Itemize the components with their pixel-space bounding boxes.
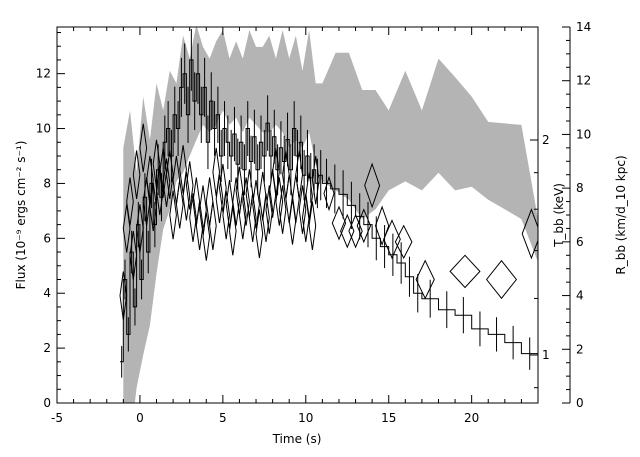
radius-diamond: [485, 259, 518, 300]
radius-diamond: [155, 166, 164, 216]
radius-diamond: [262, 193, 270, 242]
y-right-temp-tick-label: 1: [542, 348, 550, 362]
radius-diamond: [323, 175, 335, 212]
radius-diamond: [275, 177, 284, 226]
radius-diamond: [235, 166, 244, 216]
radius-diamond: [245, 169, 254, 218]
y-right-radius-tick-label: 0: [576, 396, 584, 410]
radius-diamond: [301, 193, 310, 242]
radius-diamond: [394, 224, 413, 260]
x-tick-label: -5: [51, 411, 63, 425]
radius-diamond: [195, 201, 204, 250]
radius-diamond: [340, 213, 355, 249]
radius-diamond: [278, 185, 287, 234]
y-right-radius-tick-label: 12: [576, 74, 591, 88]
radius-diamond: [202, 212, 211, 261]
y-right-radius-tick-label: 2: [576, 342, 584, 356]
y-left-tick-label: 0: [43, 396, 51, 410]
radius-diamond: [162, 158, 171, 207]
y-right-temp-tick-label: 2: [542, 133, 550, 147]
radius-diamond: [252, 180, 260, 229]
temperature-band: [123, 27, 538, 403]
radius-diamond: [258, 171, 267, 221]
y-axis-right-radius-ticks: 0 2 4 6 8 10 12 14: [562, 20, 591, 410]
radius-diamond: [175, 180, 184, 229]
y-right-radius-tick-label: 6: [576, 235, 584, 249]
y-left-tick-label: 2: [43, 341, 51, 355]
radius-diamond: [165, 150, 174, 199]
radius-diamond: [288, 196, 297, 245]
x-tick-label: 20: [464, 411, 479, 425]
radius-diamond: [222, 190, 231, 240]
radius-diamond: [189, 193, 197, 242]
radius-diamond: [238, 190, 247, 240]
radius-diamond: [285, 174, 294, 224]
radius-diamond: [139, 123, 148, 173]
y-right-radius-tick-label: 10: [576, 127, 591, 141]
x-tick-label: 15: [381, 411, 396, 425]
x-tick-label: 0: [136, 411, 144, 425]
y-axis-right-temp-ticks: 12: [530, 133, 550, 389]
radius-diamond-layer: [119, 123, 538, 320]
radius-diamond: [182, 171, 191, 221]
y-axis-right-temp-label: T_bb (keV): [552, 183, 566, 248]
radius-diamond: [383, 219, 401, 260]
radius-diamond: [265, 185, 274, 234]
radius-diamond: [129, 231, 138, 280]
radius-diamond: [308, 201, 317, 250]
temperature-band-layer: [123, 27, 538, 403]
radius-diamond: [212, 147, 221, 197]
plot-frame: [56, 26, 539, 404]
radius-diamond: [415, 259, 435, 300]
radius-diamond: [305, 171, 313, 221]
y-axis-left-ticks: 0 2 4 6 8 10 12: [36, 31, 65, 410]
y-right-radius-tick-label: 14: [576, 20, 591, 34]
radius-diamond: [348, 213, 363, 249]
radius-diamond: [136, 204, 144, 253]
radius-diamond: [291, 174, 300, 224]
y-right-radius-tick-label: 8: [576, 181, 584, 195]
radius-diamond: [311, 155, 320, 205]
y-axis-left-label: Flux (10⁻⁹ ergs cm⁻² s⁻¹): [14, 141, 28, 290]
radius-diamond: [374, 205, 390, 247]
y-axis-right-radius-label: R_bb (km/d_10 kpc): [614, 155, 628, 274]
radius-diamond: [331, 205, 347, 241]
x-axis-ticks: -5 0 5 10 15 20: [51, 27, 539, 425]
radius-diamond: [119, 271, 128, 320]
radius-diamond: [295, 150, 304, 199]
radius-diamond: [248, 193, 257, 242]
radius-diamond: [185, 161, 194, 210]
y-left-tick-label: 12: [36, 67, 51, 81]
radius-diamond: [364, 162, 381, 209]
radius-diamond: [149, 182, 158, 232]
radius-diamond: [521, 208, 538, 260]
radius-diamond: [169, 190, 177, 240]
x-tick-label: 5: [219, 411, 227, 425]
radius-diamond: [225, 180, 234, 229]
radius-diamond: [132, 150, 141, 199]
radius-diamond: [228, 206, 237, 256]
y-left-tick-label: 4: [43, 286, 51, 300]
y-left-tick-label: 8: [43, 176, 51, 190]
y-left-tick-label: 10: [36, 122, 51, 136]
radius-diamond: [356, 208, 372, 244]
radius-diamond: [209, 201, 217, 250]
radius-diamond: [449, 254, 481, 289]
radius-diamond: [232, 177, 240, 226]
x-axis-label: Time (s): [272, 432, 322, 446]
radius-diamond: [242, 177, 250, 226]
radius-diamond: [255, 209, 264, 259]
x-tick-label: 10: [298, 411, 313, 425]
radius-diamond: [272, 147, 280, 197]
y-right-radius-tick-label: 4: [576, 289, 584, 303]
radius-diamond: [126, 177, 134, 226]
y-left-tick-label: 6: [43, 231, 51, 245]
radius-diamond: [218, 163, 227, 213]
radius-diamond: [215, 174, 224, 224]
